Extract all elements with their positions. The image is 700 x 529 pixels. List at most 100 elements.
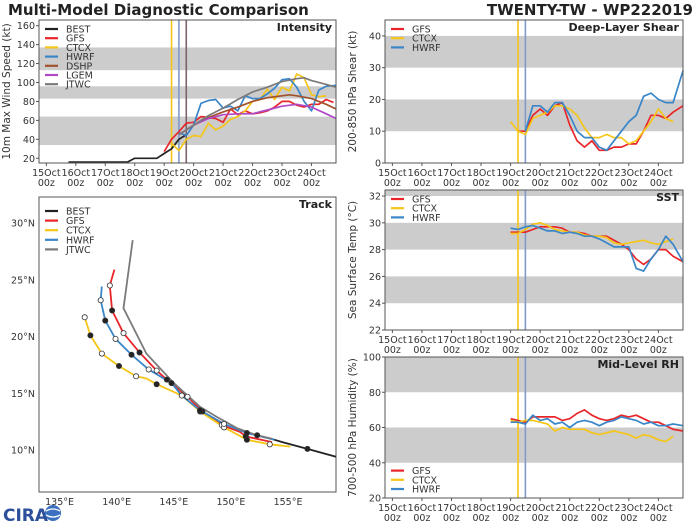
x-tick-hour: 00z <box>561 345 578 356</box>
x-tick-hour: 00z <box>97 178 114 189</box>
x-tick-label: 19Oct 00z <box>496 335 525 356</box>
x-tick-date: 17Oct <box>91 168 120 179</box>
track-position-marker <box>243 436 250 443</box>
panel-title: Intensity <box>277 21 332 34</box>
x-tick-hour: 00z <box>244 178 261 189</box>
x-tick-label: 16Oct 00z <box>408 503 437 524</box>
x-tick-label: 23Oct 00z <box>615 168 644 189</box>
y-tick-label: 60 <box>23 116 35 127</box>
plot-frame <box>384 19 684 164</box>
x-tick-hour: 00z <box>413 178 430 189</box>
legend-label: DSHP <box>66 61 92 72</box>
y-tick-label: 20 <box>369 494 381 505</box>
y-tick-label: 60 <box>369 423 381 434</box>
x-tick-date: 22Oct <box>585 335 614 346</box>
logo-globe-icon <box>45 505 61 521</box>
lon-tick-label: 140°E <box>102 497 131 508</box>
legend-label: LGEM <box>66 71 93 82</box>
x-tick-date: 24Oct <box>297 168 326 179</box>
x-tick-hour: 00z <box>532 178 549 189</box>
track-position-marker <box>153 367 160 374</box>
x-tick-date: 22Oct <box>585 168 614 179</box>
panel-title: Mid-Level RH <box>597 358 679 371</box>
series-line-best <box>68 133 187 163</box>
x-tick-label: 18Oct 00z <box>467 503 496 524</box>
y-tick-label: 120 <box>17 59 35 70</box>
y-tick-label: 80 <box>23 97 35 108</box>
x-tick-label: 21Oct 00z <box>555 503 584 524</box>
x-tick-label: 23Oct 00z <box>615 503 644 524</box>
x-tick-date: 24Oct <box>644 168 673 179</box>
x-tick-date: 22Oct <box>238 168 267 179</box>
x-tick-date: 18Oct <box>467 168 496 179</box>
lon-tick-label: 150°E <box>216 497 245 508</box>
track-position-marker <box>304 445 311 452</box>
x-tick-label: 19Oct 00z <box>496 503 525 524</box>
x-tick-hour: 00z <box>591 345 608 356</box>
x-tick-label: 20Oct 00z <box>526 335 555 356</box>
lon-tick-label: 155°E <box>274 497 303 508</box>
cira-logo: CIRA <box>3 505 61 526</box>
x-tick-label: 21Oct 00z <box>555 168 584 189</box>
x-tick-hour: 00z <box>443 345 460 356</box>
x-tick-date: 17Oct <box>437 168 466 179</box>
x-tick-date: 20Oct <box>179 168 208 179</box>
legend-label: GFS <box>412 25 431 36</box>
x-tick-date: 16Oct <box>408 168 437 179</box>
track-position-marker <box>81 314 88 321</box>
series-line-lgem <box>178 103 337 136</box>
panel-title: SST <box>656 191 679 204</box>
x-tick-hour: 00z <box>473 513 490 524</box>
y-tick-label: 28 <box>369 245 381 256</box>
y-tick-label: 10 <box>369 127 381 138</box>
x-tick-hour: 00z <box>384 178 401 189</box>
x-tick-date: 23Oct <box>615 335 644 346</box>
x-tick-hour: 00z <box>502 513 519 524</box>
x-tick-label: 20Oct 00z <box>526 168 555 189</box>
x-tick-hour: 00z <box>620 345 637 356</box>
x-tick-label: 17Oct 00z <box>437 168 466 189</box>
x-tick-label: 23Oct 00z <box>268 168 297 189</box>
y-tick-label: 80 <box>369 388 381 399</box>
series-line-hwrf <box>524 70 684 152</box>
y-tick-label: 40 <box>369 31 381 42</box>
x-tick-label: 17Oct 00z <box>437 503 466 524</box>
track-position-marker <box>136 349 143 356</box>
series-line-jtwc <box>178 76 337 136</box>
x-tick-label: 24Oct 00z <box>644 168 673 189</box>
x-tick-hour: 00z <box>473 345 490 356</box>
x-tick-date: 16Oct <box>408 503 437 514</box>
x-tick-label: 18Oct 00z <box>120 168 149 189</box>
legend-label: HWRF <box>66 235 95 246</box>
x-tick-label: 24Oct 00z <box>644 503 673 524</box>
track-position-marker <box>109 307 116 314</box>
series-line-ctcx <box>510 419 674 443</box>
x-tick-label: 15Oct 00z <box>32 168 61 189</box>
panel-title: Track <box>299 198 333 211</box>
x-tick-hour: 00z <box>502 178 519 189</box>
track-position-marker <box>112 335 119 342</box>
track-position-marker <box>243 429 250 436</box>
plot-frame <box>384 189 684 331</box>
y-axis-label: 10m Max Wind Speed (kt) <box>1 23 13 159</box>
x-tick-date: 19Oct <box>496 168 525 179</box>
x-tick-hour: 00z <box>532 345 549 356</box>
series-line-dshp <box>178 93 337 136</box>
legend-label: HWRF <box>412 213 441 224</box>
y-tick-label: 140 <box>17 40 35 51</box>
y-tick-label: 0 <box>375 159 381 170</box>
legend-label: JTWC <box>65 245 91 256</box>
x-tick-hour: 00z <box>126 178 143 189</box>
track-position-marker <box>87 332 94 339</box>
legend-label: CTCX <box>412 34 438 45</box>
x-tick-date: 24Oct <box>644 335 673 346</box>
x-tick-hour: 00z <box>185 178 202 189</box>
x-tick-label: 19Oct 00z <box>496 168 525 189</box>
x-tick-date: 20Oct <box>526 168 555 179</box>
legend-label: BEST <box>66 25 91 36</box>
x-tick-label: 15Oct 00z <box>378 168 407 189</box>
shaded-band <box>385 190 683 197</box>
x-tick-date: 16Oct <box>408 335 437 346</box>
x-tick-hour: 00z <box>156 178 173 189</box>
